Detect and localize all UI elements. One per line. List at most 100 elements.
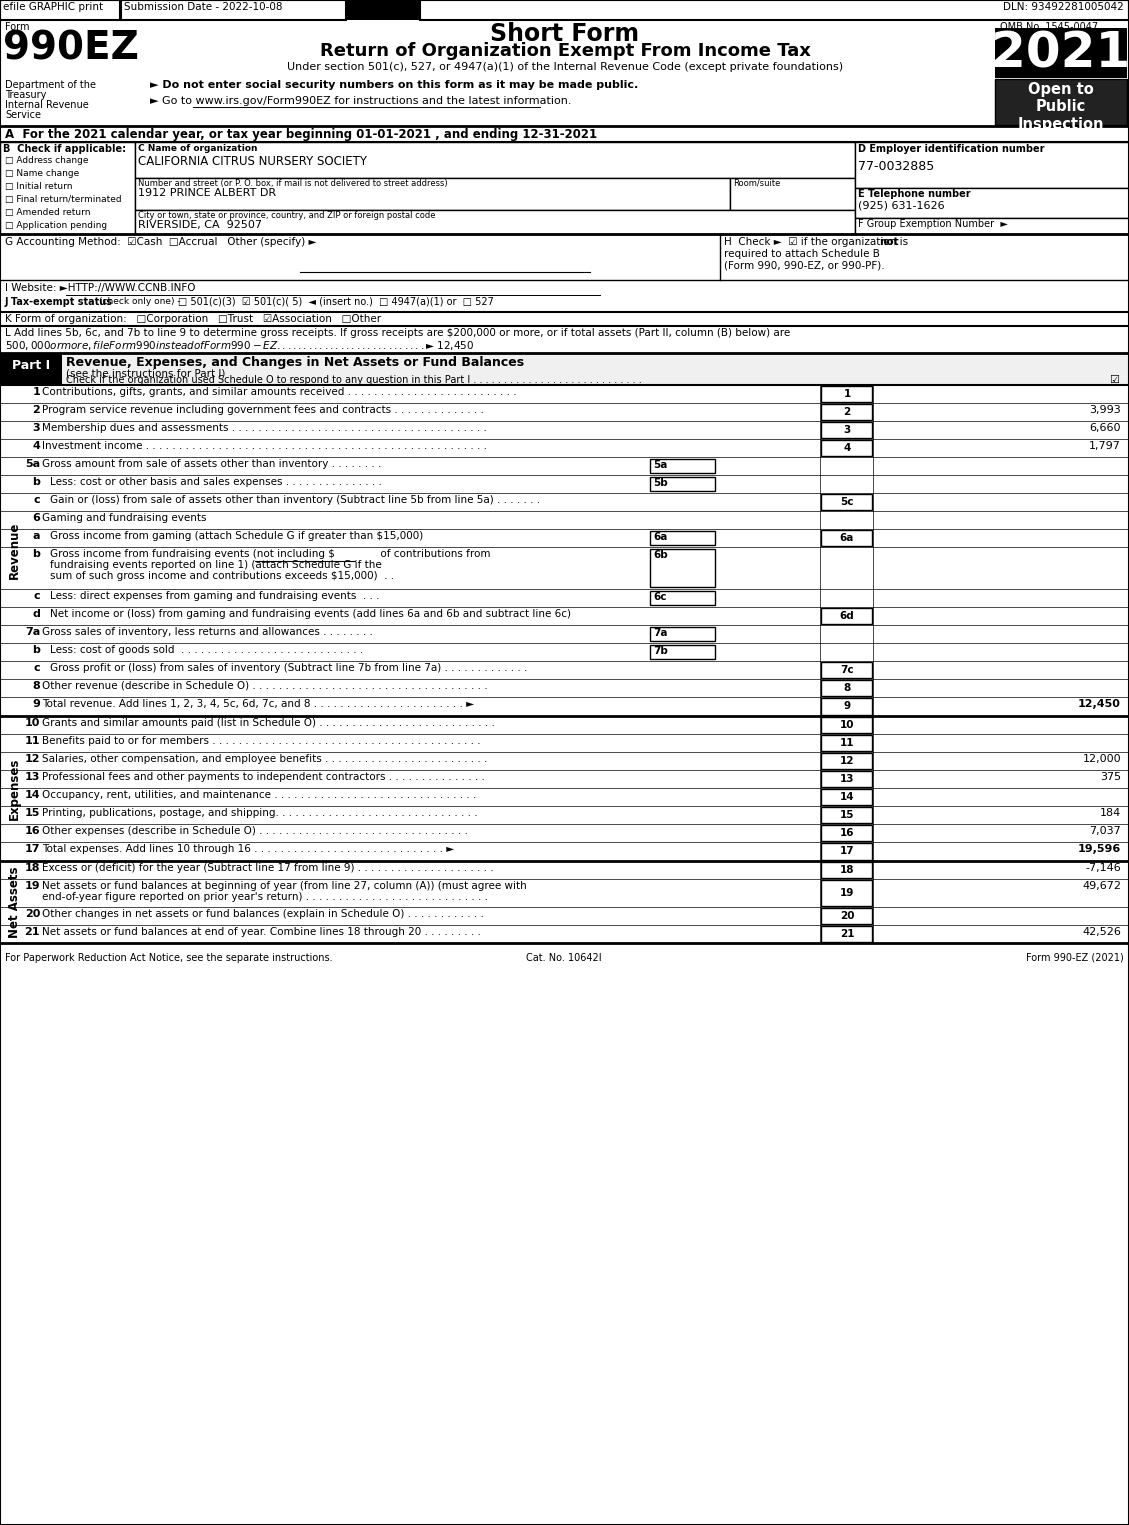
Text: Part I: Part I [12,358,50,372]
Bar [873,511,1129,529]
Text: 1: 1 [843,389,850,400]
Text: Contributions, gifts, grants, and similar amounts received . . . . . . . . . . .: Contributions, gifts, grants, and simila… [42,387,517,397]
Text: D Employer identification number: D Employer identification number [858,143,1044,154]
Text: 2: 2 [33,406,40,415]
Text: Program service revenue including government fees and contracts . . . . . . . . : Program service revenue including govern… [42,406,484,415]
Text: Gross amount from sale of assets other than inventory . . . . . . . .: Gross amount from sale of assets other t… [42,459,382,470]
Bar [650,645,715,659]
Text: 375: 375 [1100,772,1121,782]
Text: 19: 19 [840,888,855,898]
Text: Room/suite: Room/suite [733,178,780,188]
Text: Revenue, Expenses, and Changes in Net Assets or Fund Balances: Revenue, Expenses, and Changes in Net As… [65,355,524,369]
Bar [0,0,1129,20]
Text: fundraising events reported on line 1) (attach Schedule G if the: fundraising events reported on line 1) (… [50,560,382,570]
Text: L Add lines 5b, 6c, and 7b to line 9 to determine gross receipts. If gross recei: L Add lines 5b, 6c, and 7b to line 9 to … [5,328,790,339]
Text: 5b: 5b [653,477,667,488]
Text: □ Final return/terminated: □ Final return/terminated [5,195,122,204]
Text: -7,146: -7,146 [1085,863,1121,872]
Bar [821,680,872,695]
Bar [821,807,872,824]
Text: □ 501(c)(3)  ☑ 501(c)( 5)  ◄ (insert no.)  □ 4947(a)(1) or  □ 527: □ 501(c)(3) ☑ 501(c)( 5) ◄ (insert no.) … [178,297,493,307]
Text: E Telephone number: E Telephone number [858,189,971,198]
Text: Printing, publications, postage, and shipping. . . . . . . . . . . . . . . . . .: Printing, publications, postage, and shi… [42,808,478,817]
Text: 12,000: 12,000 [1083,753,1121,764]
Text: 11: 11 [25,737,40,746]
Text: required to attach Schedule B: required to attach Schedule B [724,249,879,259]
Text: 21: 21 [840,929,855,939]
Text: 3: 3 [843,425,850,435]
Text: 2021: 2021 [991,30,1129,78]
Bar [0,142,135,233]
Text: 14: 14 [840,791,855,802]
Text: 5c: 5c [840,497,854,506]
Text: 12: 12 [25,753,40,764]
Text: Open to
Public
Inspection: Open to Public Inspection [1017,82,1104,131]
Bar [821,843,872,860]
Text: 14: 14 [25,790,40,801]
Text: I Website: ►HTTP://WWW.CCNB.INFO: I Website: ►HTTP://WWW.CCNB.INFO [5,284,195,293]
Text: (check only one) -: (check only one) - [99,297,181,307]
Bar [821,926,872,942]
Text: 4: 4 [843,442,850,453]
Bar [650,592,715,605]
Text: Less: cost of goods sold  . . . . . . . . . . . . . . . . . . . . . . . . . . . : Less: cost of goods sold . . . . . . . .… [50,645,364,656]
Text: 1912 PRINCE ALBERT DR: 1912 PRINCE ALBERT DR [138,188,277,198]
Text: 8: 8 [33,682,40,691]
Text: Gross income from fundraising events (not including $              of contributi: Gross income from fundraising events (no… [50,549,490,560]
Text: 184: 184 [1100,808,1121,817]
Text: 12,450: 12,450 [1078,698,1121,709]
Text: Under section 501(c), 527, or 4947(a)(1) of the Internal Revenue Code (except pr: Under section 501(c), 527, or 4947(a)(1)… [287,63,843,72]
Bar [821,441,872,456]
Text: c: c [34,592,40,601]
Text: Membership dues and assessments . . . . . . . . . . . . . . . . . . . . . . . . : Membership dues and assessments . . . . … [42,422,487,433]
Bar [0,352,1129,384]
Bar [855,142,1129,188]
Text: 17: 17 [25,843,40,854]
Bar [821,735,872,750]
Bar [821,772,872,787]
Text: 49,672: 49,672 [1082,881,1121,891]
Text: Other expenses (describe in Schedule O) . . . . . . . . . . . . . . . . . . . . : Other expenses (describe in Schedule O) … [42,827,467,836]
Text: 21: 21 [25,927,40,936]
Text: 8: 8 [843,683,850,692]
Text: Service: Service [5,110,41,120]
Text: Short Form: Short Form [490,21,639,46]
Bar [135,142,855,178]
Bar [821,662,872,679]
Text: OMB No. 1545-0047: OMB No. 1545-0047 [1000,21,1099,32]
Text: 16: 16 [25,827,40,836]
Text: 3: 3 [33,422,40,433]
Text: Gain or (loss) from sale of assets other than inventory (Subtract line 5b from l: Gain or (loss) from sale of assets other… [50,496,540,505]
Bar [650,477,715,491]
Text: 15: 15 [840,810,855,820]
Text: □ Name change: □ Name change [5,169,79,178]
Text: 3,993: 3,993 [1089,406,1121,415]
Bar [121,0,345,20]
Text: 1: 1 [33,387,40,397]
Text: Grants and similar amounts paid (list in Schedule O) . . . . . . . . . . . . . .: Grants and similar amounts paid (list in… [42,718,495,727]
Text: G Accounting Method:  ☑Cash  □Accrual   Other (specify) ►: G Accounting Method: ☑Cash □Accrual Othe… [5,236,316,247]
Text: Gross income from gaming (attach Schedule G if greater than $15,000): Gross income from gaming (attach Schedul… [50,531,423,541]
Text: Gross sales of inventory, less returns and allowances . . . . . . . .: Gross sales of inventory, less returns a… [42,627,373,637]
Bar [995,27,1127,78]
Text: Less: direct expenses from gaming and fundraising events  . . .: Less: direct expenses from gaming and fu… [50,592,379,601]
Bar [855,218,1129,233]
Text: (925) 631-1626: (925) 631-1626 [858,200,945,210]
Text: 12: 12 [840,756,855,766]
Bar [821,825,872,840]
Bar [821,907,872,924]
Text: 9: 9 [843,702,850,711]
Text: c: c [34,663,40,673]
Text: 6a: 6a [840,534,855,543]
Text: ► Go to www.irs.gov/Form990EZ for instructions and the latest information.: ► Go to www.irs.gov/Form990EZ for instru… [150,96,571,107]
Text: DLN: 93492281005042: DLN: 93492281005042 [1004,2,1124,12]
Text: Total revenue. Add lines 1, 2, 3, 4, 5c, 6d, 7c, and 8 . . . . . . . . . . . . .: Total revenue. Add lines 1, 2, 3, 4, 5c,… [42,698,474,709]
Text: 990EZ: 990EZ [3,30,139,69]
Bar [873,644,1129,660]
Text: Net assets or fund balances at beginning of year (from line 27, column (A)) (mus: Net assets or fund balances at beginning… [42,881,527,891]
Text: Treasury: Treasury [5,90,46,101]
Text: CALIFORNIA CITRUS NURSERY SOCIETY: CALIFORNIA CITRUS NURSERY SOCIETY [138,156,367,168]
Bar [873,589,1129,607]
Text: 18: 18 [25,863,40,872]
Bar [821,404,872,419]
